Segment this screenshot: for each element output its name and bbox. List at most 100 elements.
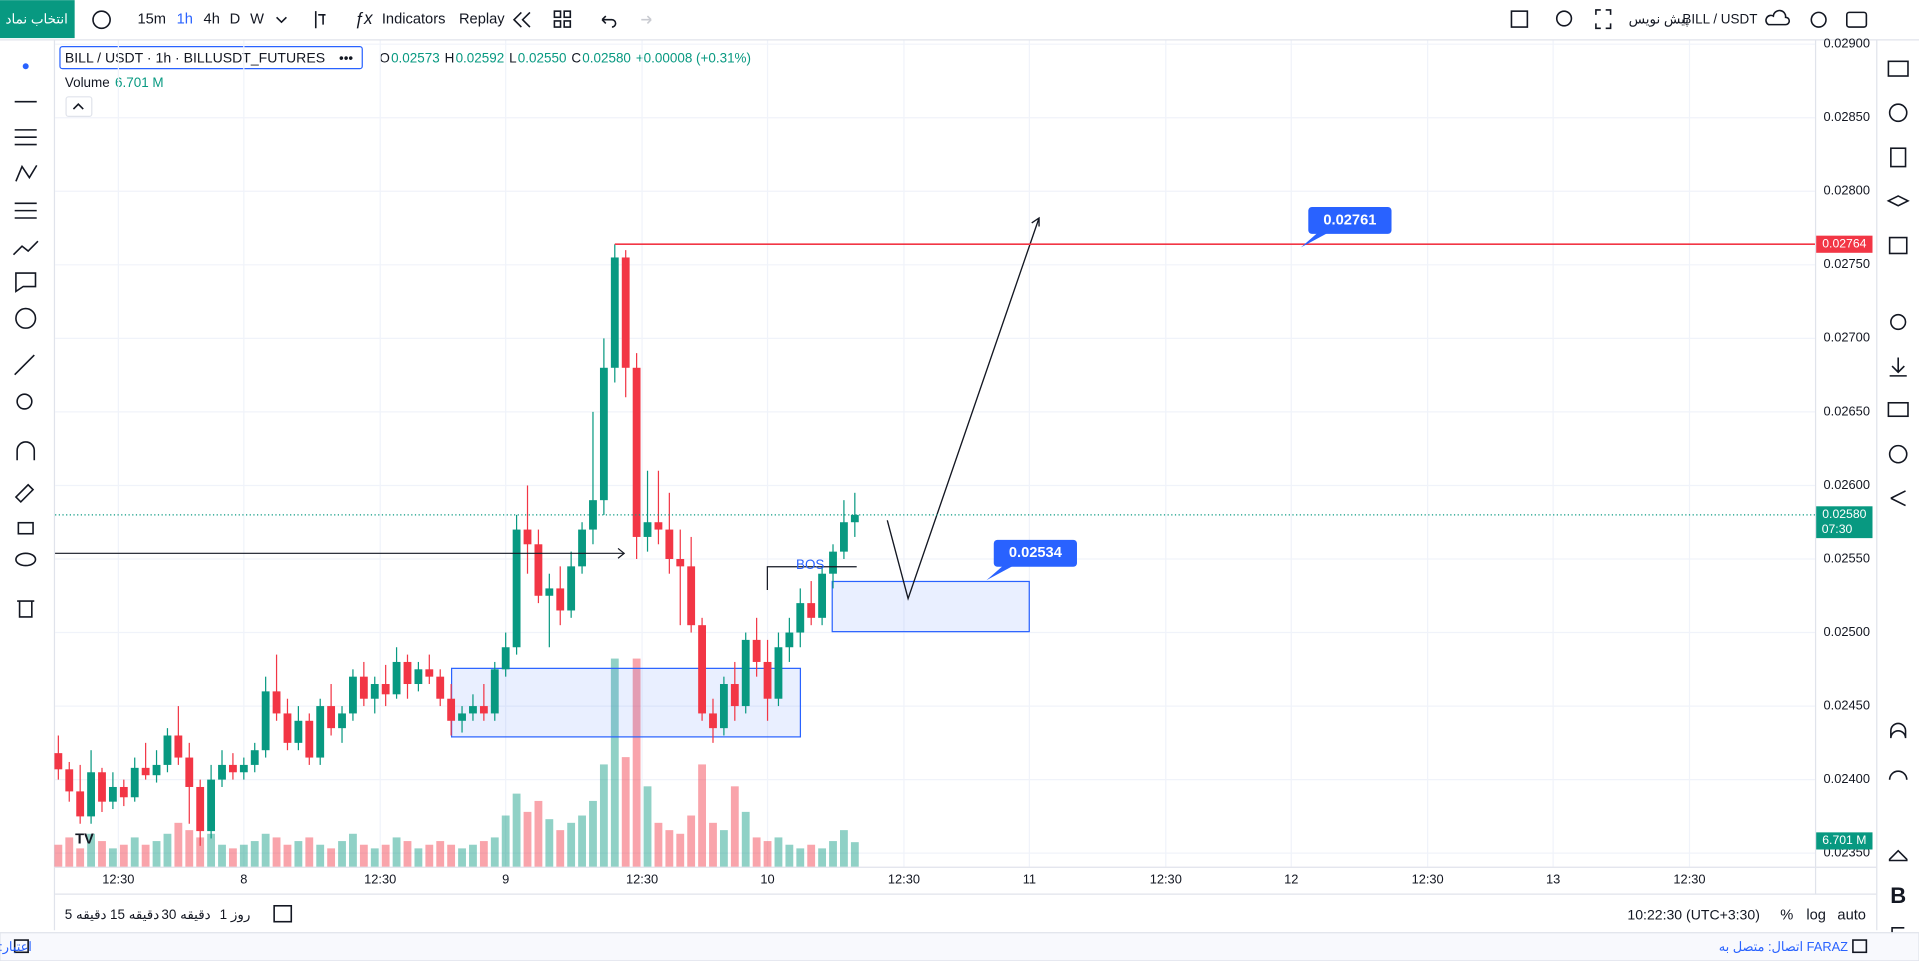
candle-body [447,698,456,721]
cursor-tool[interactable] [22,63,29,70]
settings-icon[interactable] [1890,313,1907,331]
date-range-icon[interactable] [273,904,293,923]
candle-body [65,769,74,792]
layout-icon[interactable] [563,20,572,28]
brand-icon[interactable]: B [1890,883,1906,908]
zoom-tool[interactable] [16,393,33,410]
range-button[interactable]: 15 دقیقه [110,907,159,922]
annotation-tool[interactable] [15,272,37,293]
price-label: 0.02764 [1822,236,1866,250]
draft-label[interactable]: پیش نویس [1629,11,1690,27]
collapse-icon[interactable] [72,103,84,110]
fullscreen-box[interactable] [1510,10,1529,28]
candle-body [719,684,728,729]
replay-icon[interactable] [512,11,531,28]
wallet-icon[interactable] [1887,401,1909,418]
layout-icon[interactable] [553,10,562,19]
percent-toggle[interactable]: % [1780,907,1793,923]
cloud-icon[interactable] [1765,9,1791,26]
log-toggle[interactable]: log [1806,907,1826,923]
pattern-tool[interactable] [15,164,38,182]
callout-label[interactable]: 0.02534 [1009,545,1063,561]
candle-body [403,661,412,685]
interval[interactable]: 15m [137,12,166,28]
y-tick-label: 0.02850 [1824,109,1870,124]
volume-bar [141,844,150,867]
interval[interactable]: W [250,12,264,28]
volume-bar [119,844,128,867]
ruler-tool[interactable] [14,354,35,376]
callout-box[interactable] [993,539,1077,567]
redo[interactable] [641,15,652,24]
symbol-button[interactable] [0,0,75,39]
interval-dropdown[interactable] [276,16,287,24]
projection-tool[interactable] [14,202,37,219]
volume-bar [54,844,63,867]
symbol-button-label[interactable]: انتخاب نماد [6,11,68,26]
emoji-tool[interactable] [15,307,37,329]
callout-label[interactable]: 0.02761 [1323,212,1376,228]
layers-icon[interactable] [1886,195,1910,207]
range-button[interactable]: 1 روز [220,907,251,923]
volume-bar [272,837,281,867]
callout-box[interactable] [1308,206,1392,234]
profile-icon[interactable] [1888,444,1908,464]
y-tick-label: 0.02650 [1824,403,1870,418]
chart-type[interactable] [314,11,326,29]
volume-bar [218,844,226,867]
lock-tool[interactable] [17,521,34,535]
callout-pointer [1300,230,1333,248]
watchlist-icon[interactable] [1887,60,1909,77]
replay-button[interactable]: Replay [459,12,505,28]
candle-body [425,669,434,677]
auto-toggle[interactable]: auto [1837,907,1866,923]
volume-bar [381,844,390,867]
legend-title-box[interactable] [59,46,363,70]
range-button[interactable]: 5 دقیقه [65,907,107,922]
fib-tool[interactable] [14,129,37,146]
clock: 10:22:30 (UTC+3:30) [1627,906,1760,922]
legend-title[interactable]: BILL / USDT · 1h · BILLUSDT_FUTURES [65,50,325,66]
calendar-icon[interactable] [1888,236,1908,255]
delete-tool[interactable] [17,600,35,618]
countdown: 07:30 [1822,522,1853,536]
undo[interactable] [601,15,617,28]
interval[interactable]: 4h [204,12,220,28]
volume-bar [523,811,532,867]
y-tick-label: 0.02700 [1824,330,1870,345]
hide-tool[interactable] [15,552,37,567]
search-icon[interactable] [1555,10,1573,27]
volume-bar [327,848,336,867]
volume-bar [403,841,412,867]
share-icon[interactable] [1890,490,1906,507]
interval[interactable]: 1h [177,12,193,28]
download-icon[interactable] [1889,357,1907,377]
home-icon[interactable] [1888,849,1908,862]
range-button[interactable]: 30 دقیقه [161,907,210,922]
indicators-button[interactable]: Indicators [382,12,446,28]
fx-icon[interactable]: ƒx [354,8,374,28]
notification-icon[interactable] [1890,722,1907,739]
volume-bar [850,842,859,867]
notes-icon[interactable] [1890,147,1907,168]
settings-icon[interactable] [1810,11,1827,28]
forecast-tool[interactable] [12,240,39,256]
y-tick-label: 0.02750 [1824,256,1870,271]
stay-drawing[interactable] [14,483,35,504]
layout-icon[interactable] [563,10,572,19]
candle-body [752,639,761,662]
add-symbol[interactable] [92,10,111,30]
camera-icon[interactable] [1845,11,1868,28]
support-icon[interactable] [1888,770,1908,780]
expand-icon[interactable] [1595,9,1612,30]
layout-icon[interactable] [553,20,562,28]
legend-ohlc: O 0.02573 H 0.02592 L 0.02550 C 0.02580 +0.00008… [379,50,751,65]
candle-body [523,529,532,545]
magnet-tool[interactable] [16,441,36,461]
alerts-icon[interactable] [1888,103,1908,123]
candle-body [774,647,783,699]
legend-more[interactable]: ••• [339,50,353,65]
collapse-button[interactable] [65,96,93,118]
interval[interactable]: D [230,12,241,28]
